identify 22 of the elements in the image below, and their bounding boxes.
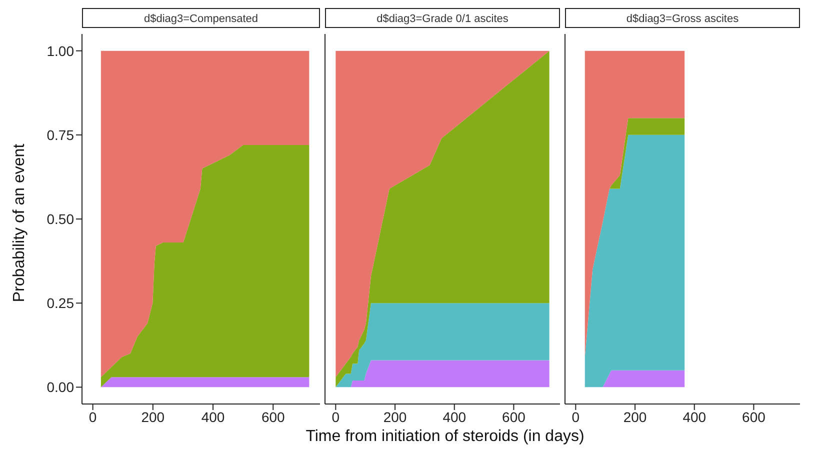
y-tick-label: 0.75 xyxy=(46,126,74,143)
x-tick-label: 200 xyxy=(623,408,647,425)
x-tick-label: 200 xyxy=(141,408,165,425)
x-tick-label: 600 xyxy=(742,408,766,425)
y-tick-label: 0.00 xyxy=(46,379,74,396)
y-tick-label: 0.50 xyxy=(46,210,74,227)
x-tick-label: 200 xyxy=(383,408,407,425)
x-tick-label: 600 xyxy=(261,408,286,425)
y-tick-label: 0.25 xyxy=(46,295,74,312)
x-axis-title: Time from initiation of steroids (in days) xyxy=(304,428,586,446)
y-tick-label: 1.00 xyxy=(46,42,74,59)
x-tick-label: 400 xyxy=(442,408,466,425)
x-tick-label: 400 xyxy=(682,408,706,425)
chart-title: d$diag3=Compensated xyxy=(82,8,320,28)
x-tick-label: 400 xyxy=(201,408,225,425)
x-tick-label: 600 xyxy=(502,408,526,425)
x-tick-label: 0 xyxy=(88,408,97,425)
chart-title: d$diag3=Gross ascites xyxy=(565,8,800,28)
y-axis-title: Probability of an event xyxy=(11,144,29,302)
x-tick-label: 0 xyxy=(332,408,340,425)
chart-title: d$diag3=Grade 0/1 ascites xyxy=(325,8,560,28)
x-tick-label: 0 xyxy=(572,408,580,425)
